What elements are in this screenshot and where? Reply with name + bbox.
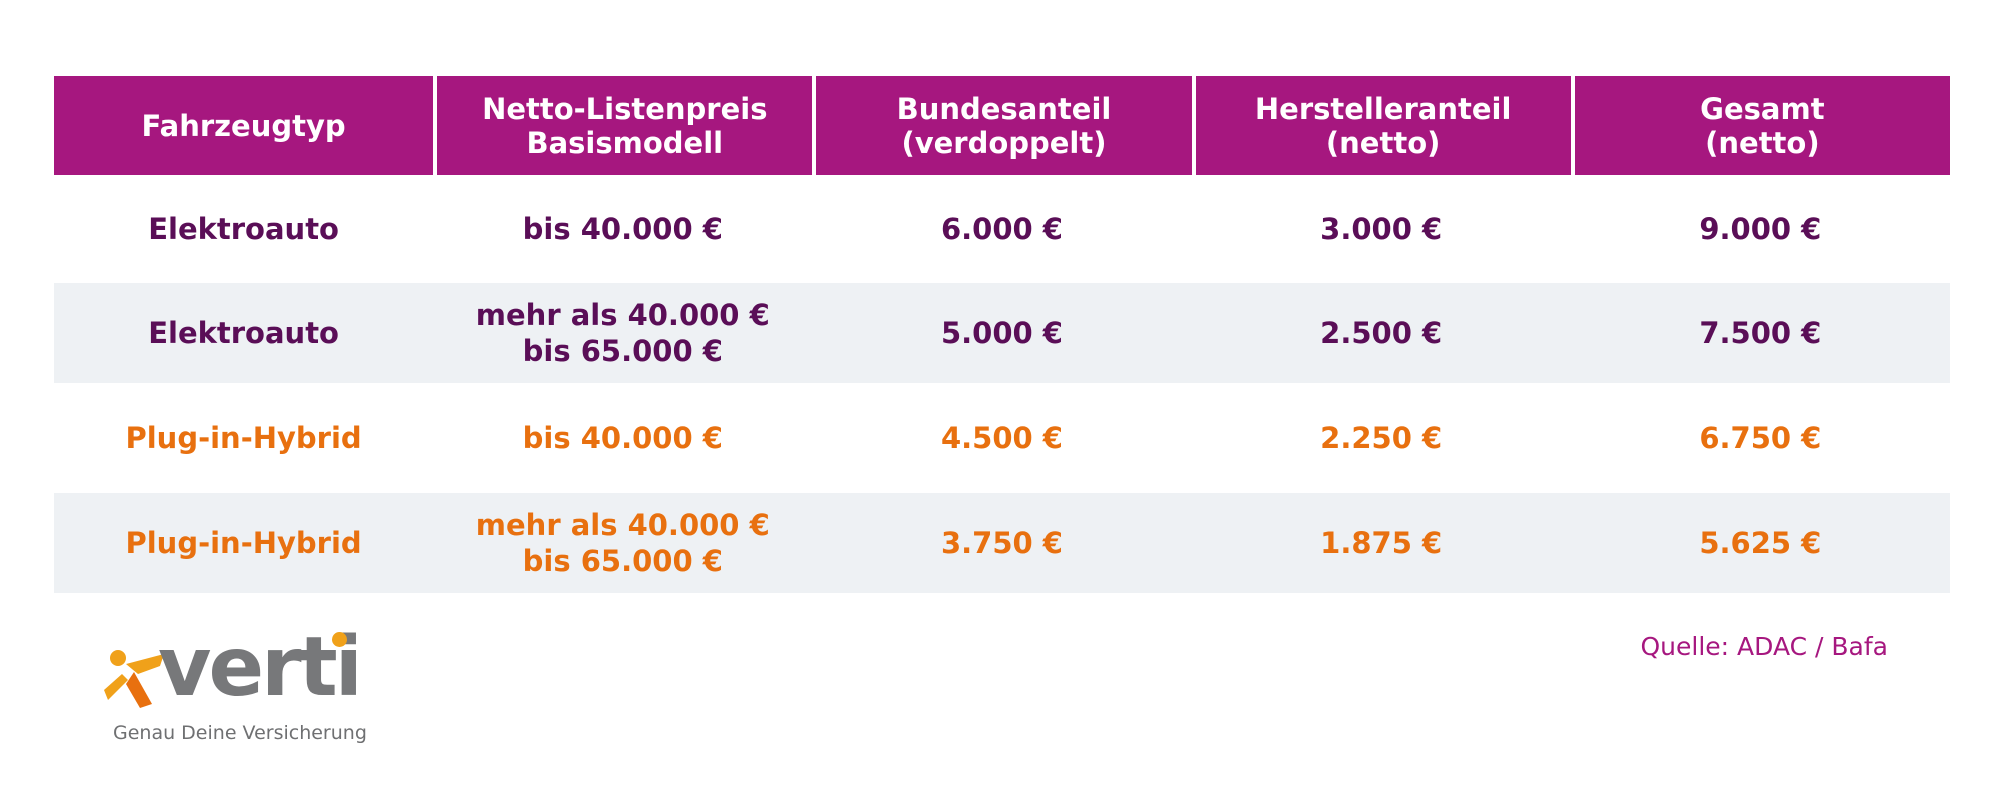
- cell-list-price: mehr als 40.000 € bis 65.000 €: [433, 283, 813, 383]
- table-header-row: Fahrzeugtyp Netto-Listenpreis Basismodell…: [54, 76, 1950, 175]
- logo-tagline: Genau Deine Versicherung: [113, 722, 367, 744]
- cell-federal-share: 6.000 €: [940, 212, 1063, 246]
- cell-federal-share: 3.750 €: [812, 493, 1192, 593]
- header-list-price: Netto-Listenpreis Basismodell: [433, 76, 813, 175]
- header-federal-share: Bundesanteil (verdoppelt): [812, 76, 1192, 175]
- header-vehicle-type: Fahrzeugtyp: [54, 76, 434, 175]
- cell-total: 5.625 €: [1570, 493, 1950, 593]
- cell-vehicle-type: Elektroauto: [148, 212, 339, 246]
- cell-manufacturer-share: 1.875 €: [1191, 493, 1571, 593]
- cell-manufacturer-share: 2.500 €: [1191, 283, 1571, 383]
- source-note: Quelle: ADAC / Bafa: [1640, 632, 1889, 661]
- cell-vehicle-type: Elektroauto: [54, 283, 434, 383]
- cell-total: 6.750 €: [1699, 421, 1822, 455]
- cell-list-price: mehr als 40.000 € bis 65.000 €: [433, 493, 813, 593]
- cell-vehicle-type: Plug-in-Hybrid: [125, 421, 362, 455]
- cell-total: 7.500 €: [1570, 283, 1950, 383]
- verti-logo: verti Genau Deine Versicherung: [104, 620, 367, 748]
- table-row: Elektroauto mehr als 40.000 € bis 65.000 …: [54, 283, 1950, 383]
- table-row: Plug-in-Hybrid mehr als 40.000 € bis 65.0…: [54, 493, 1950, 593]
- header-total: Gesamt (netto): [1570, 76, 1950, 175]
- cell-list-price: bis 40.000 €: [522, 421, 723, 455]
- cell-federal-share: 4.500 €: [940, 421, 1063, 455]
- cell-vehicle-type: Plug-in-Hybrid: [54, 493, 434, 593]
- table-row: Elektroauto bis 40.000 € 6.000 € 3.000 €…: [54, 175, 1950, 283]
- logo-dot: [332, 632, 347, 647]
- cell-manufacturer-share: 2.250 €: [1320, 421, 1443, 455]
- cell-total: 9.000 €: [1699, 212, 1822, 246]
- cell-federal-share: 5.000 €: [812, 283, 1192, 383]
- logo-wordmark: verti: [158, 620, 363, 715]
- cell-list-price: bis 40.000 €: [522, 212, 723, 246]
- table-row: Plug-in-Hybrid bis 40.000 € 4.500 € 2.25…: [54, 383, 1950, 493]
- header-manufacturer-share: Herstelleranteil (netto): [1191, 76, 1571, 175]
- subsidy-table: Fahrzeugtyp Netto-Listenpreis Basismodell…: [54, 76, 1950, 593]
- cell-manufacturer-share: 3.000 €: [1320, 212, 1443, 246]
- star-figure-icon: [104, 650, 164, 708]
